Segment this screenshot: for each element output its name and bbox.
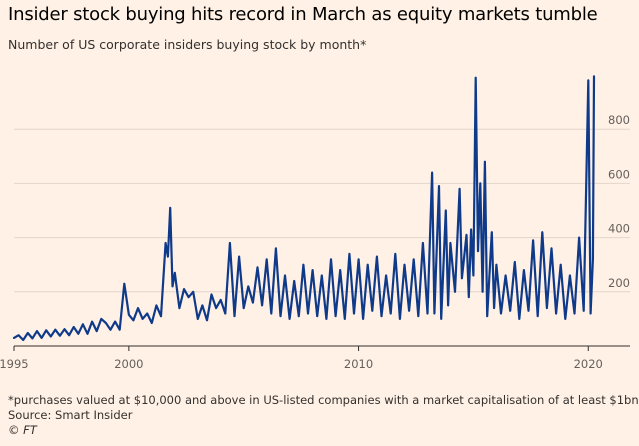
y-tick-label: 200 <box>608 276 630 290</box>
chart-subtitle: Number of US corporate insiders buying s… <box>8 37 367 52</box>
axis-layer <box>13 345 630 351</box>
label-layer: 200 400 600 800 1995 2000 2010 2020 <box>0 113 630 371</box>
source-text: Source: Smart Insider <box>8 408 133 422</box>
x-tick-label: 2000 <box>114 357 143 371</box>
y-tick-label: 800 <box>608 113 630 127</box>
grid-layer <box>14 128 630 293</box>
series-line-0 <box>12 75 596 342</box>
line-layer <box>12 75 596 342</box>
x-tick-label: 1995 <box>0 357 29 371</box>
y-tick-label: 600 <box>608 167 630 181</box>
ft-copyright: © FT <box>8 423 37 437</box>
chart-title: Insider stock buying hits record in Marc… <box>8 4 598 25</box>
x-tick-label: 2010 <box>344 357 373 371</box>
footnote: *purchases valued at $10,000 and above i… <box>8 393 639 407</box>
x-tick-label: 2020 <box>574 357 603 371</box>
y-tick-label: 400 <box>608 222 630 236</box>
